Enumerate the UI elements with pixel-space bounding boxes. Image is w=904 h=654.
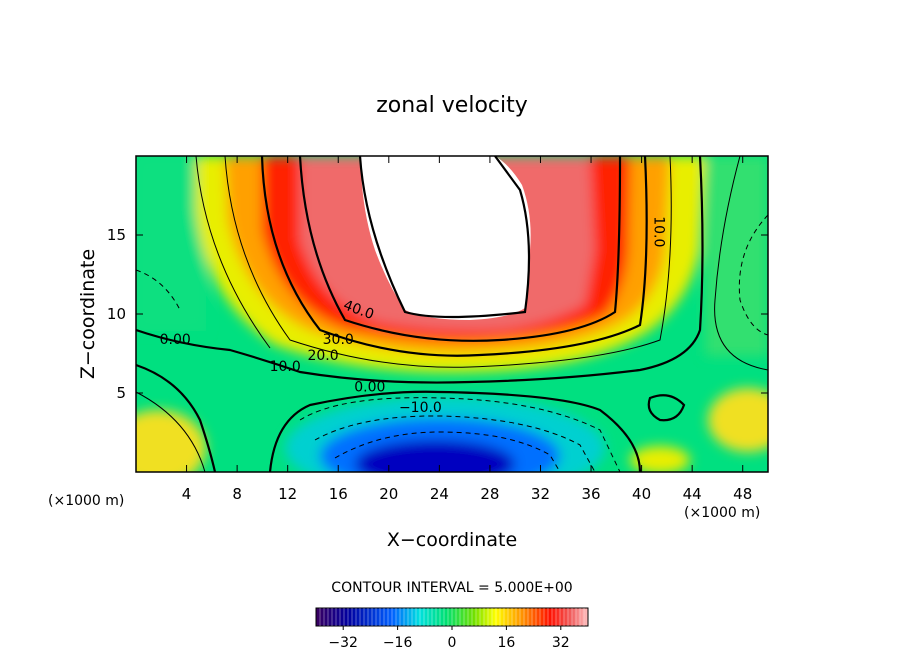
x-tick-label: 24 <box>430 485 449 503</box>
contour-labels: 40.030.020.010.00.000.00−10.010.0 <box>160 216 667 416</box>
x-unit-left: (×1000 m) <box>48 493 124 509</box>
x-unit-right: (×1000 m) <box>684 505 760 521</box>
chart-title: zonal velocity <box>376 93 528 118</box>
contour-label: −10.0 <box>399 400 442 416</box>
colorbar-tick-label: 32 <box>552 635 570 651</box>
x-tick-label: 48 <box>733 485 752 503</box>
x-axis-ticks: 4 8 12 16 20 24 28 32 36 40 44 48 <box>182 156 752 503</box>
plot-area: 40.030.020.010.00.000.00−10.010.0 <box>136 156 768 472</box>
core-navy <box>355 440 515 472</box>
x-tick-label: 36 <box>581 485 600 503</box>
y-tick-label: 15 <box>107 226 126 244</box>
colorbar-stripes <box>319 608 585 626</box>
colorbar-tick-label: 16 <box>497 635 515 651</box>
contour-label: 10.0 <box>270 359 301 375</box>
x-axis-label: X−coordinate <box>387 529 517 551</box>
x-tick-label: 32 <box>531 485 550 503</box>
contour-label: 0.00 <box>160 332 191 348</box>
contour-interval-text: CONTOUR INTERVAL = 5.000E+00 <box>331 580 572 596</box>
x-tick-label: 4 <box>182 485 192 503</box>
x-tick-label: 40 <box>632 485 651 503</box>
x-tick-label: 20 <box>379 485 398 503</box>
contour-label: 0.00 <box>354 379 385 395</box>
y-axis-ticks: 5 10 15 <box>107 226 768 402</box>
y-tick-label: 10 <box>107 305 126 323</box>
colorbar-ticks: −32 −16 0 16 32 <box>328 626 570 651</box>
contour-label: 20.0 <box>307 348 338 364</box>
colorbar-tick-label: −16 <box>383 635 413 651</box>
jet-core-white <box>360 156 531 320</box>
x-tick-label: 44 <box>683 485 702 503</box>
x-tick-label: 12 <box>278 485 297 503</box>
x-tick-label: 16 <box>329 485 348 503</box>
x-tick-label: 8 <box>232 485 242 503</box>
colorbar-tick-label: −32 <box>328 635 358 651</box>
y-axis-label: Z−coordinate <box>77 249 99 379</box>
contour-label: 30.0 <box>323 332 354 348</box>
y-tick-label: 5 <box>116 384 126 402</box>
contour-lines <box>136 156 768 472</box>
bottom-left-warm <box>136 410 206 472</box>
contour-label: 10.0 <box>650 216 666 247</box>
bottom-right-warm <box>708 388 768 452</box>
colorbar-tick-label: 0 <box>448 635 457 651</box>
x-tick-label: 28 <box>480 485 499 503</box>
